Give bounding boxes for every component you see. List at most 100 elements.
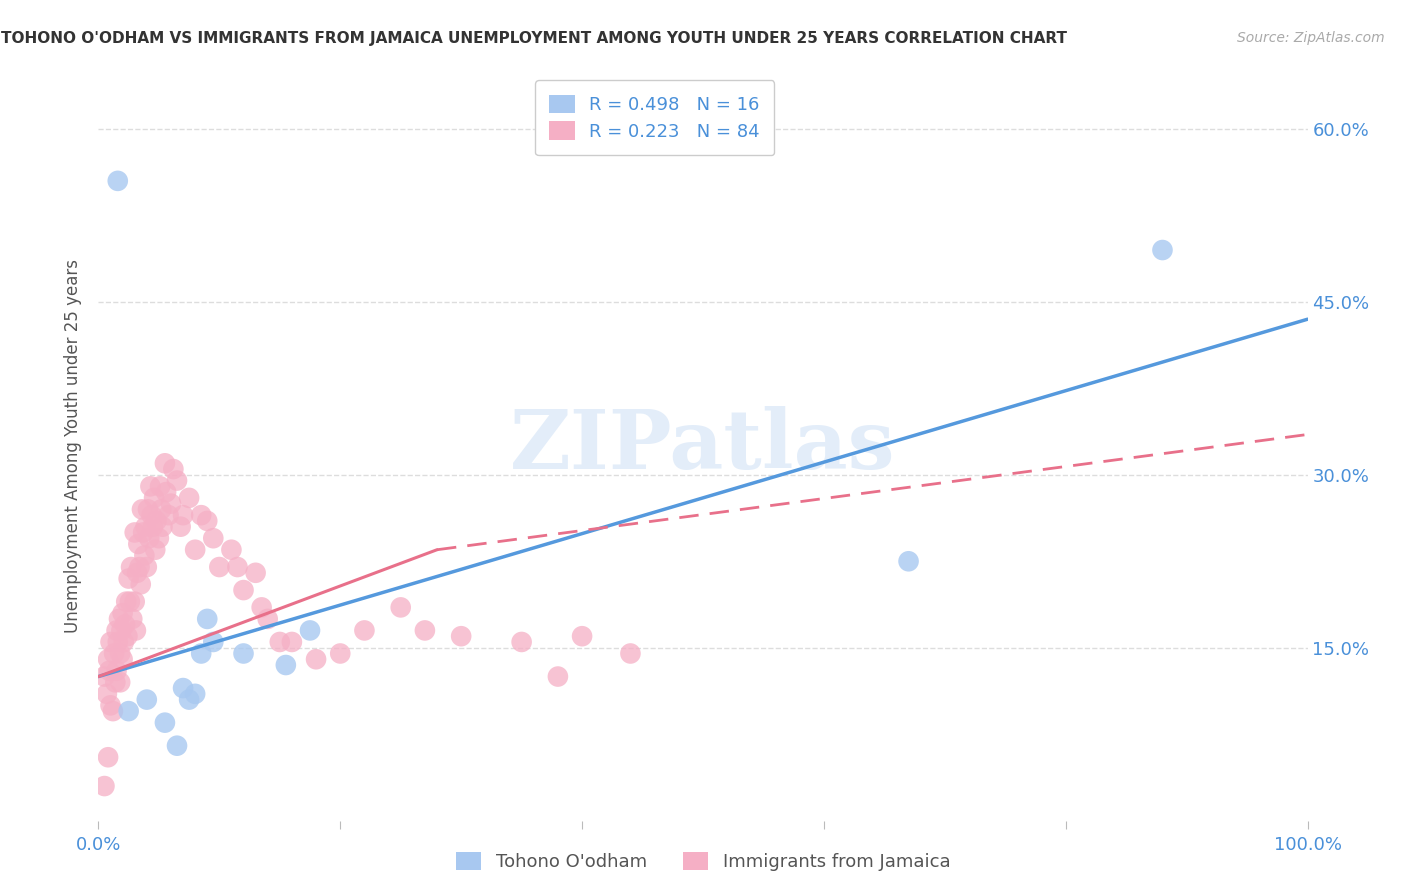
Point: [150, 502, 173, 516]
Point: [179, 491, 201, 505]
Point: [195, 514, 218, 528]
Point: [97, 652, 120, 666]
Point: [232, 583, 254, 598]
Point: [256, 612, 278, 626]
Point: [110, 624, 132, 638]
Point: [105, 624, 128, 638]
Point: [114, 617, 136, 632]
Point: [202, 531, 225, 545]
Point: [571, 629, 593, 643]
Point: [120, 560, 142, 574]
Point: [145, 514, 167, 528]
Point: [162, 462, 184, 476]
Point: [135, 692, 157, 706]
Point: [136, 502, 159, 516]
Point: [281, 635, 304, 649]
Point: [127, 566, 149, 580]
Point: [111, 652, 134, 666]
Point: [143, 542, 166, 557]
Point: [389, 600, 412, 615]
Point: [149, 479, 172, 493]
Point: [101, 704, 124, 718]
Point: [299, 624, 322, 638]
Point: [153, 456, 176, 470]
Point: [96, 687, 118, 701]
Point: [103, 647, 125, 661]
Legend: Tohono O'odham, Immigrants from Jamaica: Tohono O'odham, Immigrants from Jamaica: [449, 845, 957, 879]
Point: [138, 531, 160, 545]
Point: [141, 508, 163, 523]
Text: Source: ZipAtlas.com: Source: ZipAtlas.com: [1237, 31, 1385, 45]
Point: [202, 635, 225, 649]
Point: [142, 519, 165, 533]
Point: [98, 664, 121, 678]
Point: [450, 629, 472, 643]
Point: [329, 647, 352, 661]
Point: [897, 554, 920, 568]
Point: [129, 577, 152, 591]
Point: [184, 542, 207, 557]
Point: [104, 675, 127, 690]
Point: [112, 635, 135, 649]
Point: [274, 658, 297, 673]
Point: [131, 502, 153, 516]
Point: [115, 594, 138, 608]
Point: [118, 594, 141, 608]
Legend: R = 0.498   N = 16, R = 0.223   N = 84: R = 0.498 N = 16, R = 0.223 N = 84: [536, 80, 775, 155]
Point: [135, 560, 157, 574]
Point: [100, 635, 122, 649]
Point: [152, 519, 174, 533]
Point: [107, 635, 129, 649]
Point: [221, 542, 243, 557]
Point: [353, 624, 375, 638]
Point: [305, 652, 328, 666]
Point: [107, 174, 129, 188]
Point: [172, 508, 194, 523]
Text: ZIPatlas: ZIPatlas: [510, 406, 896, 486]
Y-axis label: Unemployment Among Youth under 25 years: Unemployment Among Youth under 25 years: [65, 259, 83, 633]
Point: [127, 537, 149, 551]
Point: [134, 549, 156, 563]
Point: [125, 624, 148, 638]
Point: [157, 508, 180, 523]
Point: [128, 560, 150, 574]
Point: [117, 629, 139, 643]
Point: [108, 647, 131, 661]
Point: [132, 525, 155, 540]
Point: [160, 497, 183, 511]
Point: [226, 560, 249, 574]
Point: [195, 612, 218, 626]
Point: [148, 531, 170, 545]
Point: [124, 594, 146, 608]
Point: [619, 647, 641, 661]
Point: [121, 612, 143, 626]
Point: [245, 566, 267, 580]
Point: [169, 519, 191, 533]
Point: [105, 664, 128, 678]
Point: [190, 647, 212, 661]
Point: [100, 698, 122, 713]
Point: [190, 508, 212, 523]
Point: [232, 647, 254, 661]
Point: [166, 739, 188, 753]
Point: [135, 519, 157, 533]
Point: [155, 485, 177, 500]
Point: [208, 560, 231, 574]
Point: [143, 491, 166, 505]
Point: [172, 681, 194, 695]
Point: [1152, 243, 1174, 257]
Point: [250, 600, 273, 615]
Point: [139, 479, 162, 493]
Point: [179, 692, 201, 706]
Point: [510, 635, 533, 649]
Point: [166, 474, 188, 488]
Point: [108, 675, 131, 690]
Point: [118, 704, 141, 718]
Point: [93, 669, 115, 683]
Point: [111, 606, 134, 620]
Point: [153, 715, 176, 730]
Point: [413, 624, 436, 638]
Point: [108, 612, 131, 626]
Point: [547, 669, 569, 683]
Point: [124, 525, 146, 540]
